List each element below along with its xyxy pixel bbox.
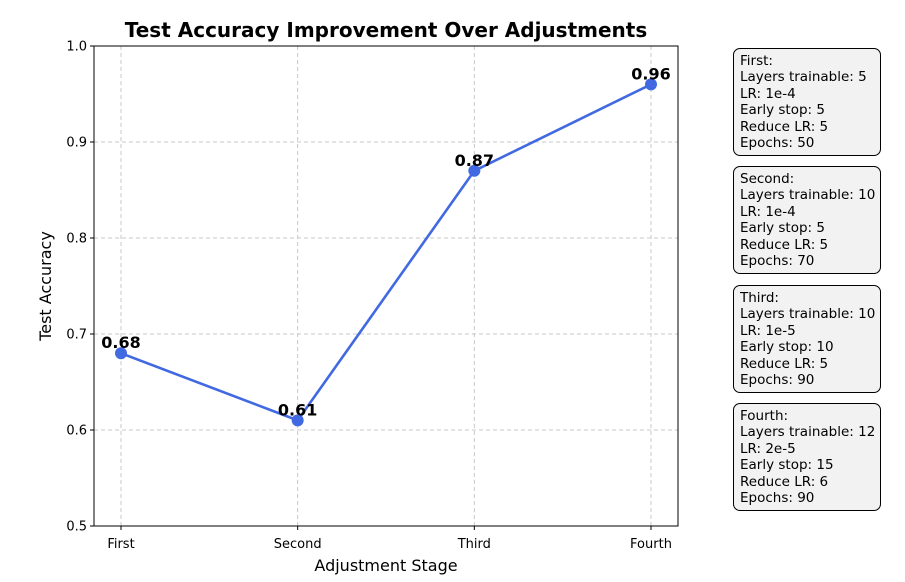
series-line — [120, 83, 652, 422]
info-line: Reduce LR: 6 — [740, 473, 829, 490]
y-axis-label: Test Accuracy — [36, 231, 55, 342]
plot-frame — [93, 45, 679, 527]
y-tick-label: 1.0 — [66, 40, 87, 55]
grid — [94, 45, 678, 527]
data-point — [645, 78, 657, 91]
info-box-fourth: Fourth: Layers trainable: 12 LR: 2e-5 Ea… — [733, 403, 881, 512]
info-line: Epochs: 90 — [740, 490, 815, 507]
series — [115, 78, 657, 427]
x-tick-label: Second — [274, 537, 322, 552]
info-line: Layers trainable: 5 — [740, 69, 867, 86]
x-tick-label: Fourth — [630, 537, 672, 552]
y-axis: 0.5 0.6 0.7 0.8 0.9 1.0 — [66, 40, 94, 535]
data-label: 0.61 — [278, 400, 317, 419]
y-tick-label: 0.7 — [66, 328, 87, 343]
y-tick-label: 0.9 — [66, 136, 87, 151]
info-line: Layers trainable: 10 — [740, 306, 876, 323]
data-label: 0.87 — [455, 151, 494, 170]
info-line: Reduce LR: 5 — [740, 236, 829, 253]
info-line: First: — [740, 53, 773, 69]
info-box-third: Third: Layers trainable: 10 LR: 1e-5 Ear… — [733, 285, 881, 394]
info-line: Fourth: — [740, 408, 789, 424]
info-line: Early stop: 10 — [740, 339, 834, 356]
x-tick-label: First — [107, 537, 134, 552]
info-box-first: First: Layers trainable: 5 LR: 1e-4 Earl… — [733, 48, 881, 157]
info-line: Epochs: 90 — [740, 372, 815, 389]
info-line: LR: 1e-4 — [740, 85, 796, 102]
data-labels: 0.68 0.61 0.87 0.96 — [101, 64, 670, 419]
info-line: Early stop: 5 — [740, 102, 825, 119]
x-axis: First Second Third Fourth — [107, 526, 672, 552]
data-label: 0.68 — [101, 333, 140, 352]
info-line: Reduce LR: 5 — [740, 355, 829, 372]
info-line: Second: — [740, 171, 795, 187]
info-line: LR: 2e-5 — [740, 440, 796, 457]
info-line: Layers trainable: 12 — [740, 424, 876, 441]
info-box-second: Second: Layers trainable: 10 LR: 1e-4 Ea… — [733, 166, 881, 275]
info-line: LR: 1e-5 — [740, 322, 796, 339]
chart-title: Test Accuracy Improvement Over Adjustmen… — [125, 18, 647, 42]
info-line: Third: — [740, 290, 779, 306]
info-line: Reduce LR: 5 — [740, 118, 829, 135]
x-axis-label: Adjustment Stage — [314, 556, 457, 575]
info-line: Early stop: 15 — [740, 457, 834, 474]
data-point — [115, 347, 127, 360]
info-line: Epochs: 70 — [740, 253, 815, 270]
info-line: LR: 1e-4 — [740, 203, 796, 220]
y-tick-label: 0.8 — [66, 232, 87, 247]
info-line: Epochs: 50 — [740, 135, 815, 152]
y-tick-label: 0.5 — [66, 520, 87, 535]
data-label: 0.96 — [631, 64, 670, 83]
info-line: Early stop: 5 — [740, 220, 825, 237]
y-tick-label: 0.6 — [66, 424, 87, 439]
info-line: Layers trainable: 10 — [740, 187, 876, 204]
data-point — [291, 414, 304, 427]
data-point — [468, 164, 481, 177]
x-tick-label: Third — [457, 537, 491, 552]
